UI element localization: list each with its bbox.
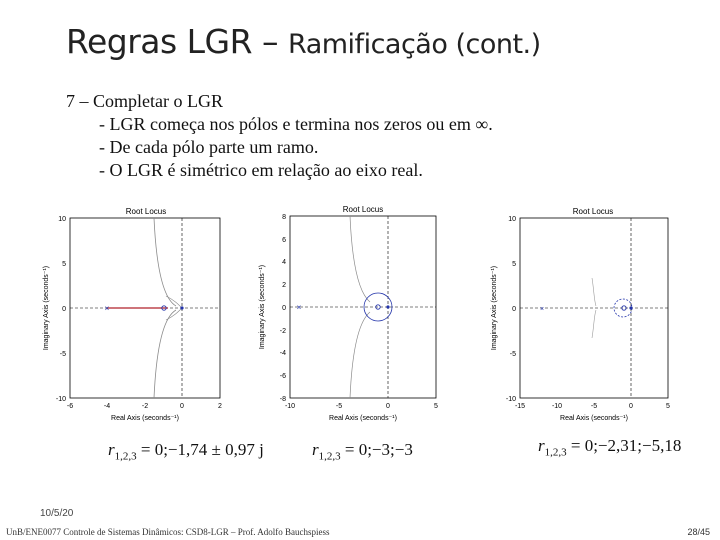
formula-1-sub: 1,2,3 bbox=[114, 450, 137, 463]
footer-date: 10/5/20 bbox=[40, 508, 74, 519]
formula-3-sub: 1,2,3 bbox=[544, 446, 567, 459]
plot-1-xtick: 0 bbox=[180, 403, 184, 410]
plot-1-ytick: -10 bbox=[56, 396, 66, 403]
plot-2-ytick: 4 bbox=[282, 259, 286, 266]
rule-list: 7 – Completar o LGR - LGR começa nos pól… bbox=[66, 90, 493, 182]
plot-2-xtick: -10 bbox=[285, 403, 295, 410]
plot-3-xlabel: Real Axis (seconds⁻¹) bbox=[560, 415, 628, 422]
plot-2-locus-upper bbox=[349, 215, 371, 303]
page-number: 28/45 bbox=[687, 527, 710, 537]
plot-1-origin-pole bbox=[180, 306, 184, 310]
plot-1-ytick: 10 bbox=[58, 216, 66, 223]
plot-2-ylabel: Imaginary Axis (seconds⁻¹) bbox=[259, 265, 266, 349]
plot-2-zero-mark bbox=[375, 304, 381, 310]
title-part-2: Ramificação (cont.) bbox=[288, 29, 541, 60]
plot-1-ytick: 0 bbox=[62, 306, 66, 313]
footer-course: UnB/ENE0077 Controle de Sistemas Dinâmic… bbox=[6, 527, 330, 537]
plot-3-formula: r1,2,3 = 0;−2,31;−5,18 bbox=[538, 436, 681, 458]
plot-2-circle-branch bbox=[363, 292, 393, 322]
formula-1-lhs: r bbox=[108, 440, 115, 459]
root-locus-plot-3-svg: Root Locus × 10 5 0 -5 -10 -15 -10 -5 0 … bbox=[491, 207, 670, 422]
root-locus-plot-3: Root Locus × 10 5 0 -5 -10 -15 -10 -5 0 … bbox=[484, 202, 684, 430]
plot-2-formula: r1,2,3 = 0;−3;−3 bbox=[312, 440, 413, 462]
rule-item-1: - LGR começa nos pólos e termina nos zer… bbox=[99, 114, 493, 134]
plot-3-zero-mark bbox=[621, 305, 627, 311]
plot-1-title: Root Locus bbox=[126, 207, 166, 216]
plot-2-origin-pole bbox=[386, 305, 390, 309]
formula-2-rhs: = 0;−3;−3 bbox=[340, 440, 413, 459]
plot-3-xtick: 5 bbox=[666, 403, 670, 410]
plot-3-origin-pole bbox=[629, 306, 633, 310]
root-locus-plot-1-svg: Root Locus × 10 5 0 -5 -10 -6 -4 -2 0 2 … bbox=[43, 207, 222, 422]
root-locus-plot-2: Root Locus × 8 6 4 2 0 -2 -4 -6 -8 -10 -… bbox=[252, 202, 452, 430]
plot-1-locus-upper bbox=[153, 217, 177, 307]
plot-1-formula: r1,2,3 = 0;−1,74 ± 0,97 j bbox=[108, 440, 264, 462]
plot-3-xtick: 0 bbox=[629, 403, 633, 410]
rule-heading: 7 – Completar o LGR bbox=[66, 91, 223, 111]
plot-2-ytick: -4 bbox=[280, 350, 286, 357]
plot-1-xtick: -4 bbox=[104, 403, 110, 410]
plot-1-xtick: -6 bbox=[67, 403, 73, 410]
plot-2-xtick: 5 bbox=[434, 403, 438, 410]
formula-2-lhs: r bbox=[312, 440, 319, 459]
plot-3-ylabel: Imaginary Axis (seconds⁻¹) bbox=[491, 266, 498, 350]
plot-3-locus-upper bbox=[591, 277, 597, 307]
plot-2-ytick: -6 bbox=[280, 373, 286, 380]
plot-3-ytick: -10 bbox=[506, 396, 516, 403]
plot-3-ytick: 10 bbox=[508, 216, 516, 223]
root-locus-plot-2-svg: Root Locus × 8 6 4 2 0 -2 -4 -6 -8 -10 -… bbox=[259, 205, 438, 422]
plot-2-ytick: 0 bbox=[282, 305, 286, 312]
plot-3-ytick: 5 bbox=[512, 261, 516, 268]
plot-1-xtick: -2 bbox=[142, 403, 148, 410]
plot-3-xtick: -10 bbox=[552, 403, 562, 410]
plot-2-locus-lower bbox=[349, 311, 371, 399]
plot-2-title: Root Locus bbox=[343, 205, 383, 214]
plot-3-xtick: -5 bbox=[591, 403, 597, 410]
plot-1-pole-mark: × bbox=[105, 304, 110, 313]
rule-item-3: - O LGR é simétrico em relação ao eixo r… bbox=[99, 160, 423, 180]
plot-3-ytick: -5 bbox=[510, 351, 516, 358]
plot-1-xlabel: Real Axis (seconds⁻¹) bbox=[111, 415, 179, 422]
formula-1-rhs: = 0;−1,74 ± 0,97 j bbox=[136, 440, 264, 459]
plot-2-ytick: 6 bbox=[282, 237, 286, 244]
plot-2-pole-mark: × bbox=[297, 303, 302, 312]
plot-1-zero-mark bbox=[161, 305, 167, 311]
plot-3-title: Root Locus bbox=[573, 207, 613, 216]
plot-2-ytick: 2 bbox=[282, 282, 286, 289]
plot-1-ytick: -5 bbox=[60, 351, 66, 358]
plot-1-xtick: 2 bbox=[218, 403, 222, 410]
plot-2-ytick: -8 bbox=[280, 396, 286, 403]
plot-3-ytick: 0 bbox=[512, 306, 516, 313]
formula-2-sub: 1,2,3 bbox=[318, 450, 341, 463]
plot-3-xtick: -15 bbox=[515, 403, 525, 410]
title-part-1: Regras LGR – bbox=[66, 22, 289, 61]
rule-item-2: - De cada pólo parte um ramo. bbox=[99, 137, 319, 157]
plot-2-xlabel: Real Axis (seconds⁻¹) bbox=[329, 415, 397, 422]
plot-3-locus-lower bbox=[591, 309, 597, 339]
formula-3-rhs: = 0;−2,31;−5,18 bbox=[566, 436, 682, 455]
plot-2-xtick: 0 bbox=[386, 403, 390, 410]
plot-1-locus-lower bbox=[153, 309, 177, 399]
plot-2-ytick: 8 bbox=[282, 214, 286, 221]
plot-1-ylabel: Imaginary Axis (seconds⁻¹) bbox=[43, 266, 50, 350]
root-locus-plot-1: Root Locus × 10 5 0 -5 -10 -6 -4 -2 0 2 … bbox=[36, 202, 236, 430]
plot-2-ytick: -2 bbox=[280, 328, 286, 335]
formula-3-lhs: r bbox=[538, 436, 545, 455]
plot-2-xtick: -5 bbox=[336, 403, 342, 410]
plot-3-pole-mark: × bbox=[540, 306, 544, 313]
slide-title: Regras LGR – Ramificação (cont.) bbox=[66, 22, 541, 61]
plot-1-ytick: 5 bbox=[62, 261, 66, 268]
